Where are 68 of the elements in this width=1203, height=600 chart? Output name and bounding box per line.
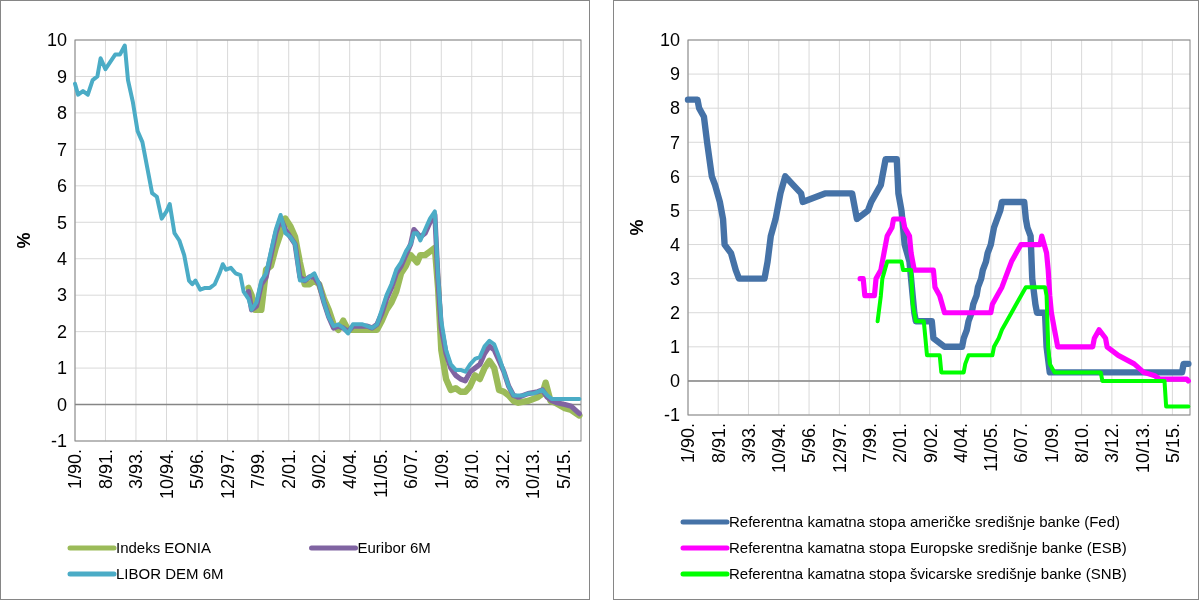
y-tick-label: 9 <box>669 64 680 85</box>
y-tick-label: -1 <box>663 405 680 426</box>
y-tick-label: 5 <box>56 212 67 233</box>
x-tick-label: 6/07. <box>1011 423 1032 464</box>
x-tick-label: 9/02. <box>920 423 941 464</box>
y-tick-label: 3 <box>56 285 67 306</box>
y-tick-label: 7 <box>56 139 67 160</box>
y-axis-title: % <box>627 219 647 236</box>
y-tick-label: -1 <box>50 431 67 452</box>
y-tick-label: 1 <box>669 337 680 358</box>
x-tick-label: 8/91. <box>95 449 116 490</box>
y-tick-label: 8 <box>669 98 680 119</box>
y-tick-label: 3 <box>669 268 680 289</box>
x-tick-label: 8/10. <box>462 449 483 490</box>
x-tick-label: 10/94. <box>769 423 790 474</box>
x-tick-label: 8/10. <box>1071 423 1092 464</box>
x-tick-label: 5/15. <box>553 449 574 490</box>
x-tick-label: 9/02. <box>309 449 330 490</box>
x-tick-label: 7/99. <box>859 423 880 464</box>
y-tick-label: 10 <box>46 30 67 51</box>
x-tick-label: 1/90. <box>678 423 699 464</box>
line-series <box>875 259 1191 409</box>
x-tick-label: 5/15. <box>1162 423 1183 464</box>
x-tick-label: 4/04. <box>339 449 360 490</box>
y-axis-title: % <box>14 232 34 249</box>
x-tick-label: 1/09. <box>1041 423 1062 464</box>
x-tick-label: 3/12. <box>492 449 513 490</box>
x-tick-label: 2/01. <box>279 449 300 490</box>
x-tick-label: 1/90. <box>65 449 86 490</box>
x-tick-label: 12/97. <box>217 449 238 500</box>
legend-label: Referentna kamatna stopa američke središnje banke (Fed) <box>729 513 1121 531</box>
y-tick-label: 4 <box>56 249 67 270</box>
x-tick-label: 5/96. <box>799 423 820 464</box>
legend-label: Referentna kamatna stopa švicarske središnje banke (SNB) <box>729 565 1127 583</box>
y-tick-label: 8 <box>56 103 67 124</box>
x-tick-label: 1/09. <box>431 449 452 490</box>
x-tick-label: 5/96. <box>187 449 208 490</box>
y-tick-label: 9 <box>56 66 67 87</box>
y-tick-label: 10 <box>659 30 680 51</box>
legend-label: Referentna kamatna stopa Europske središnje banke (ESB) <box>729 539 1127 557</box>
y-tick-label: 6 <box>669 166 680 187</box>
y-tick-label: 1 <box>56 358 67 379</box>
x-tick-label: 6/07. <box>400 449 421 490</box>
x-tick-label: 3/93. <box>738 423 759 464</box>
x-tick-label: 11/05. <box>370 449 391 498</box>
y-tick-label: 5 <box>669 200 680 221</box>
y-tick-label: 0 <box>56 394 67 415</box>
legend-label: Indeks EONIA <box>116 539 212 557</box>
y-tick-label: 6 <box>56 176 67 197</box>
x-tick-label: 10/13. <box>523 449 544 500</box>
x-tick-label: 12/97. <box>829 423 850 474</box>
x-tick-label: 3/93. <box>126 449 147 490</box>
y-tick-label: 2 <box>669 303 680 324</box>
x-tick-label: 3/12. <box>1102 423 1123 464</box>
y-tick-label: 4 <box>669 234 680 255</box>
y-tick-label: 2 <box>56 321 67 342</box>
x-tick-label: 7/99. <box>248 449 269 490</box>
x-tick-label: 8/91. <box>708 423 729 464</box>
x-tick-label: 10/94. <box>156 449 177 500</box>
x-tick-label: 11/05. <box>981 423 1002 472</box>
y-tick-label: 0 <box>669 371 680 392</box>
x-tick-label: 4/04. <box>950 423 971 464</box>
y-tick-label: 7 <box>669 132 680 153</box>
x-tick-label: 2/01. <box>890 423 911 464</box>
legend-label: LIBOR DEM 6M <box>116 565 224 583</box>
line-series <box>73 43 582 402</box>
x-tick-label: 10/13. <box>1132 423 1153 474</box>
legend-label: Euribor 6M <box>357 539 431 557</box>
